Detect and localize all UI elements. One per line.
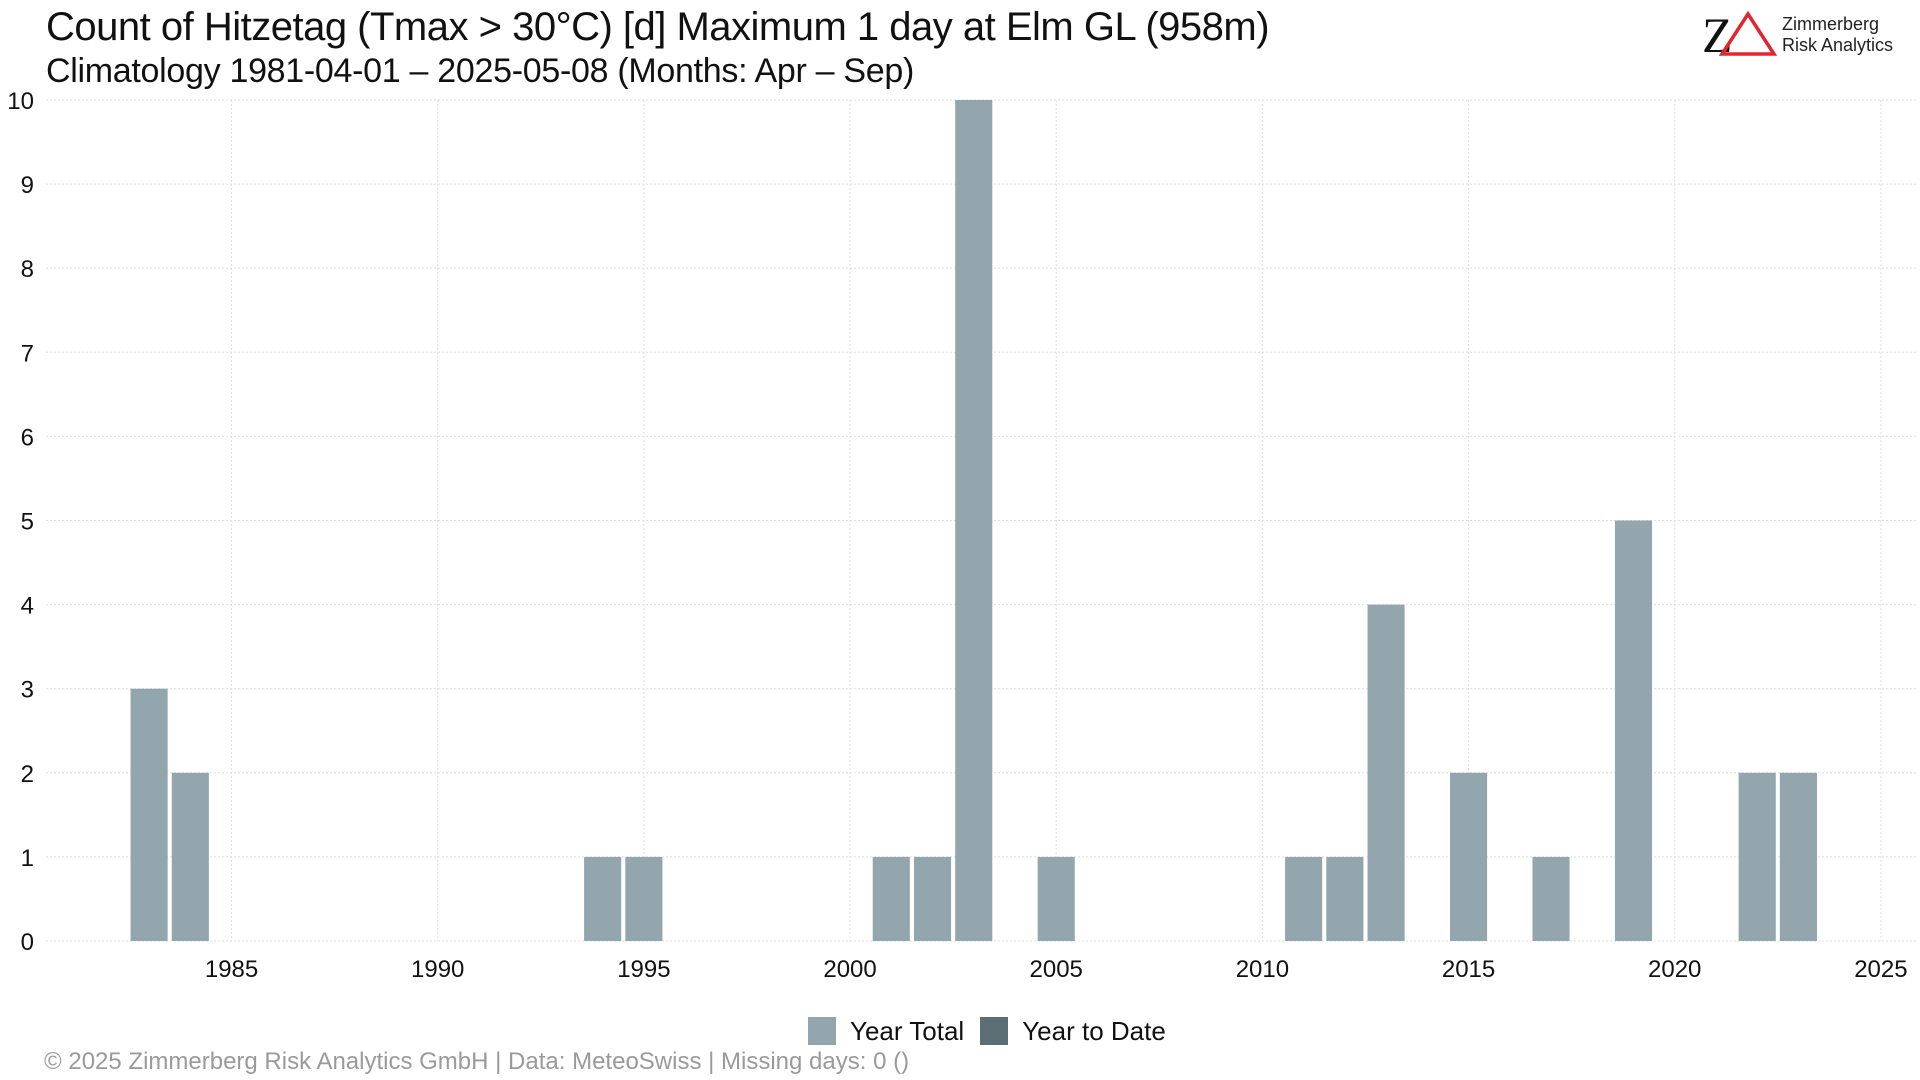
- bar-2002: [913, 856, 952, 941]
- chart-title: Count of Hitzetag (Tmax > 30°C) [d] Maxi…: [46, 5, 1270, 49]
- chart-bars: [130, 100, 1817, 941]
- bar-2011: [1285, 856, 1323, 941]
- x-tick-label: 1985: [205, 956, 258, 983]
- bar-1983: [130, 688, 168, 941]
- y-axis-ticks: 0 1 2 3 4 5 6 7 8 9 10: [7, 88, 34, 956]
- x-axis-ticks: 1985 1990 1995 2000 2005 2010 2015 2020 2025: [205, 956, 1908, 983]
- x-tick-label: 2010: [1236, 956, 1289, 983]
- legend-swatch-year-total: [808, 1017, 836, 1045]
- y-tick-label: 1: [21, 845, 34, 872]
- y-tick-label: 8: [21, 256, 34, 283]
- bar-2001: [872, 856, 910, 941]
- x-tick-label: 2020: [1648, 956, 1701, 983]
- svg-text:Z: Z: [1702, 8, 1733, 60]
- bar-2005: [1037, 856, 1075, 941]
- bar-chart: 0 1 2 3 4 5 6 7 8 9 10 1985 1990 1995 2000 2005 2010 201…: [7, 88, 1918, 983]
- y-tick-label: 2: [21, 761, 34, 788]
- bar-2003: [955, 100, 993, 941]
- legend-item-year-total: Year Total: [808, 1016, 964, 1047]
- y-tick-label: 7: [21, 340, 34, 367]
- x-tick-label: 1995: [617, 956, 670, 983]
- bar-2019: [1614, 520, 1653, 941]
- legend-label-year-to-date: Year to Date: [1022, 1015, 1166, 1046]
- y-tick-label: 9: [21, 172, 34, 199]
- logo-mark-icon: Z: [1702, 8, 1778, 60]
- y-tick-label: 5: [21, 509, 34, 536]
- legend-swatch-year-to-date: [980, 1017, 1009, 1045]
- bar-2015: [1450, 772, 1488, 941]
- x-tick-label: 2015: [1442, 956, 1495, 983]
- copyright-footer: © 2025 Zimmerberg Risk Analytics GmbH | …: [44, 1048, 910, 1075]
- bar-1984: [171, 772, 209, 941]
- bar-1994: [584, 856, 622, 941]
- logo-line-1: Zimmerberg: [1782, 14, 1880, 34]
- y-tick-label: 0: [21, 929, 34, 956]
- x-tick-label: 2000: [823, 956, 876, 983]
- chart-subtitle: Climatology 1981-04-01 – 2025-05-08 (Mon…: [46, 52, 915, 90]
- chart-legend: Year Total Year to Date: [808, 1016, 1182, 1046]
- company-logo: Z Zimmerberg Risk Analytics: [1702, 8, 1902, 60]
- logo-line-2: Risk Analytics: [1782, 35, 1894, 55]
- bar-2023: [1779, 772, 1817, 941]
- y-tick-label: 10: [7, 88, 34, 115]
- legend-label-year-total: Year Total: [850, 1015, 965, 1046]
- y-tick-label: 3: [21, 677, 34, 704]
- y-tick-label: 4: [21, 593, 34, 620]
- bar-1995: [625, 856, 663, 941]
- bar-2012: [1326, 856, 1364, 941]
- y-tick-label: 6: [21, 424, 34, 451]
- bar-2017: [1532, 856, 1570, 941]
- bar-2022: [1738, 772, 1776, 941]
- x-tick-label: 2025: [1854, 956, 1907, 983]
- x-tick-label: 1990: [411, 956, 464, 983]
- logo-wordmark: Zimmerberg Risk Analytics: [1782, 14, 1893, 56]
- legend-item-year-to-date: Year to Date: [980, 1016, 1166, 1047]
- bar-2013: [1367, 604, 1405, 941]
- x-tick-label: 2005: [1030, 956, 1083, 983]
